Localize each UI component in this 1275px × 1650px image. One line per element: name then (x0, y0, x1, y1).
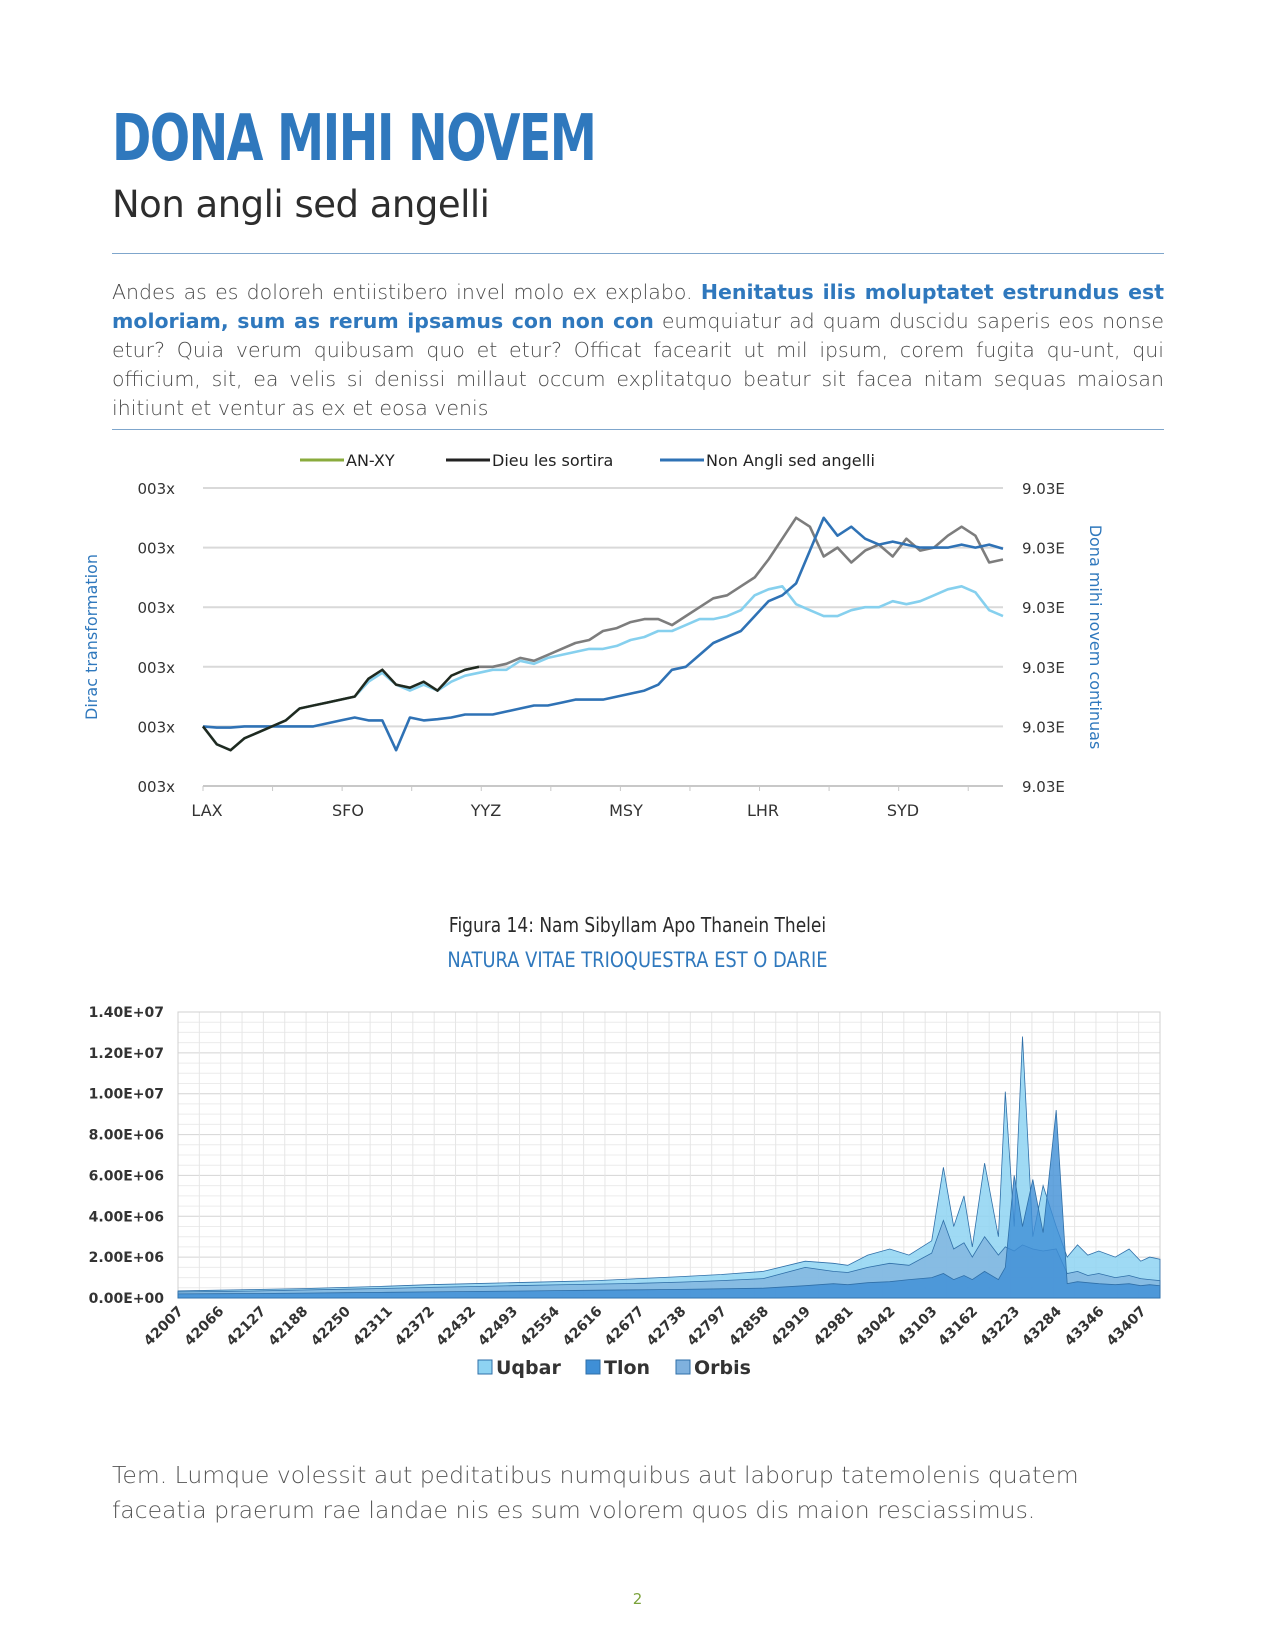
intro-text-start: Andes as es doloreh entiistibero invel m… (112, 280, 701, 304)
x-category-label: YYZ (470, 801, 502, 820)
area-chart: 0.00E+00 2.00E+06 4.00E+06 6.00E+06 8.00E+06… (89, 1005, 1161, 1379)
line-chart: AN-XY Dieu les sortira Non Angli sed angel… (82, 451, 1105, 820)
right-tick-label: 9.03E (1022, 540, 1065, 558)
line-chart-legend: AN-XY Dieu les sortira Non Angli sed angel… (300, 451, 875, 470)
x-category-label: MSY (609, 801, 643, 820)
page-number: 2 (632, 1590, 643, 1608)
x-category-label: LHR (747, 801, 779, 820)
left-tick-label: 003x (137, 540, 175, 558)
intro-paragraph: Andes as es doloreh entiistibero invel m… (112, 278, 1164, 423)
line-chart-gridlines (202, 487, 1003, 791)
y-tick-label: 2.00E+06 (89, 1250, 164, 1266)
x-category-label: SFO (332, 801, 364, 820)
legend-label: Tlon (604, 1357, 650, 1379)
x-tick-label: 43103 (895, 1304, 941, 1350)
line-series-dieu-les-sortira (201, 516, 1004, 752)
legend-swatch (585, 1359, 601, 1375)
x-tick-label: 42127 (224, 1304, 270, 1350)
y-tick-label: 1.20E+07 (89, 1046, 164, 1062)
y-tick-label: 4.00E+06 (89, 1209, 164, 1225)
legend-label: Dieu les sortira (492, 451, 613, 470)
line-series-non-angli-sed-angelli (202, 516, 1004, 752)
middle-divider (112, 429, 1164, 430)
x-tick-label: 42250 (308, 1303, 354, 1349)
x-tick-label: 42493 (475, 1304, 521, 1350)
top-divider (112, 253, 1164, 254)
x-tick-label: 42616 (560, 1304, 606, 1350)
legend-swatch (675, 1359, 691, 1375)
x-tick-label: 42919 (768, 1304, 814, 1350)
x-tick-label: 43042 (853, 1304, 899, 1350)
x-tick-label: 42797 (684, 1304, 730, 1350)
x-tick-label: 43346 (1062, 1304, 1108, 1350)
left-tick-label: 003x (137, 480, 175, 498)
intro-text-end: eumquiatur ad quam duscidu saperis eos n… (112, 309, 1164, 420)
x-tick-label: 42372 (392, 1304, 438, 1350)
left-tick-label: 003x (137, 599, 175, 617)
line-chart-series (201, 516, 1004, 752)
x-category-label: LAX (191, 801, 222, 820)
x-tick-label: 42188 (266, 1304, 312, 1350)
legend-label: Uqbar (496, 1357, 561, 1379)
page-title: DONA MIHI NOVEM (112, 102, 597, 176)
closing-paragraph: Tem. Lumque volessit aut peditatibus num… (112, 1461, 1079, 1524)
x-category-label: SYD (887, 801, 919, 820)
y-tick-label: 6.00E+06 (89, 1168, 164, 1184)
area-series-tlon (177, 1110, 1161, 1299)
legend-swatch (477, 1359, 493, 1375)
figure-caption: Figura 14: Nam Sibyllam Apo Thanein Thel… (448, 913, 827, 937)
x-tick-label: 42432 (433, 1304, 479, 1350)
area-series-orbis (177, 1219, 1161, 1299)
right-tick-label: 9.03E (1022, 718, 1065, 736)
x-tick-label: 42554 (517, 1303, 563, 1349)
y-tick-label: 1.40E+07 (89, 1005, 164, 1021)
x-tick-label: 43162 (935, 1304, 981, 1350)
x-tick-label: 42311 (350, 1304, 396, 1350)
left-tick-label: 003x (137, 659, 175, 677)
x-tick-label: 43407 (1104, 1304, 1150, 1350)
legend-label: Non Angli sed angelli (706, 451, 875, 470)
right-tick-label: 9.03E (1022, 599, 1065, 617)
x-tick-label: 43284 (1019, 1303, 1065, 1349)
line-chart-labels: 003x 9.03E 003x 9.03E 003x 9.03E 003x 9.03E 003x… (82, 480, 1105, 820)
area-chart-legend: Uqbar Tlon Orbis (477, 1357, 751, 1379)
intro-highlight: Henitatus ilis moluptatet estrundus est … (112, 280, 1164, 333)
y-tick-label: 0.00E+00 (89, 1291, 165, 1307)
area-chart-series (177, 1036, 1161, 1299)
x-tick-label: 42981 (811, 1304, 857, 1350)
legend-label: AN-XY (346, 451, 395, 470)
right-tick-label: 9.03E (1022, 778, 1065, 796)
legend-label: Orbis (694, 1357, 751, 1379)
left-tick-label: 003x (137, 718, 175, 736)
line-series-overlap (202, 665, 480, 752)
right-tick-label: 9.03E (1022, 659, 1065, 677)
y-tick-label: 1.00E+07 (89, 1087, 164, 1103)
x-tick-label: 42066 (182, 1304, 228, 1350)
left-tick-label: 003x (137, 778, 175, 796)
right-tick-label: 9.03E (1022, 480, 1065, 498)
left-axis-title: Dirac transformation (82, 554, 101, 720)
x-tick-label: 42007 (141, 1304, 187, 1350)
page-subtitle: Non angli sed angelli (112, 183, 490, 226)
x-tick-label: 43223 (977, 1304, 1023, 1350)
y-tick-label: 8.00E+06 (89, 1128, 164, 1144)
right-axis-title: Dona mihi novem continuas (1086, 525, 1105, 750)
x-tick-label: 42677 (602, 1304, 648, 1350)
x-tick-label: 42738 (644, 1304, 690, 1350)
figure-subcaption: NATURA VITAE TRIOQUESTRA EST O DARIE (447, 948, 828, 972)
x-tick-label: 42858 (726, 1304, 772, 1350)
